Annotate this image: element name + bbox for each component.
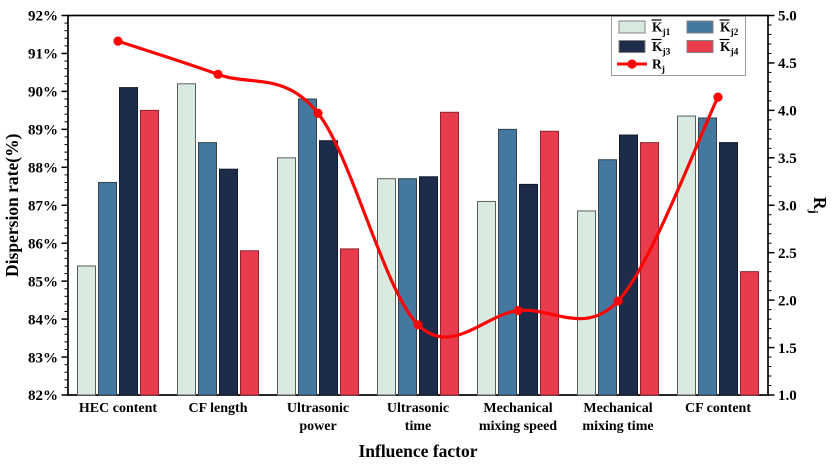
bar [298,98,317,396]
category-label: Mechanical [483,401,552,416]
bar [740,271,759,396]
right-tick-label: 2.5 [778,246,797,262]
category-label: mixing time [582,419,653,434]
legend-swatch [686,40,714,53]
left-axis: 82% 83% 84% 85% 86% 87% 88% 89% 90% 91% 92% [28,9,68,404]
right-axis-title: Rj [807,197,830,214]
bar [119,87,138,396]
category-label: HEC content [79,401,158,416]
legend-item-kj3: Kj3 [618,38,671,58]
right-tick-label: 4.0 [778,104,797,120]
legend-swatch [618,40,646,53]
category-label: time [405,419,431,434]
left-tick-label: 91% [28,47,58,63]
line-marker [113,36,123,46]
bar [77,265,96,396]
bar [177,83,196,396]
category-label: Ultrasonic [387,401,449,416]
rj-line [113,36,723,339]
right-tick-label: 1.5 [778,341,797,357]
right-tick-label: 5.0 [778,9,797,25]
left-tick-label: 83% [28,350,58,366]
bar [540,130,559,396]
bar [619,134,638,396]
bar [698,117,717,396]
legend-swatch [618,20,646,34]
bar [140,109,159,396]
line-marker [713,92,723,102]
bar [440,111,459,396]
legend-item-kj1: Kj1 [618,19,671,39]
right-tick-label: 3.5 [778,151,797,167]
left-tick-label: 82% [28,388,58,404]
line-marker [413,320,423,330]
left-tick-label: 92% [28,9,58,25]
bar [640,142,659,396]
bar [498,128,517,396]
category-label: mixing speed [479,419,557,434]
bar [419,176,438,396]
bar [577,210,596,396]
left-tick-label: 85% [28,274,58,290]
legend: Kj1 Kj2 Kj3 Kj4 Rj [611,16,746,76]
category-label: Mechanical [583,401,652,416]
bar [519,183,538,396]
right-tick-label: 4.5 [778,56,797,72]
bar [477,200,496,396]
legend-label: Kj1 [652,20,671,39]
bar [719,142,738,396]
right-tick-label: 3.0 [778,198,797,214]
legend-label: Rj [652,57,665,76]
x-axis-title: Influence factor [358,441,477,461]
category-label: Ultrasonic [287,401,349,416]
right-tick-label: 2.0 [778,293,797,309]
bars-kj4 [140,109,759,396]
left-tick-label: 89% [28,123,58,139]
x-axis-labels: HEC content CF length Ultrasonic power Ultra… [79,401,751,434]
legend-label: Kj3 [652,39,671,58]
category-label: CF content [685,401,751,416]
bar [598,159,617,396]
left-tick-label: 86% [28,236,58,252]
legend-item-kj2: Kj2 [686,19,739,39]
bar [98,181,117,396]
category-label: power [299,419,336,434]
bars-kj2 [98,98,717,396]
bar [340,248,359,396]
right-axis: 1.0 1.5 2.0 2.5 3.0 3.5 4.0 4.5 5.0 [768,9,797,404]
legend-label: Kj4 [720,39,739,58]
legend-swatch [686,20,714,34]
right-tick-label: 1.0 [778,388,797,404]
legend-item-kj4: Kj4 [686,38,739,58]
line-marker [313,108,323,118]
left-tick-label: 87% [28,198,58,214]
left-tick-label: 90% [28,85,58,101]
bar [219,168,238,396]
bar [319,140,338,396]
bars-kj3 [119,87,738,396]
legend-marker [627,59,637,69]
legend-label: Kj2 [720,20,739,39]
left-tick-label: 88% [28,161,58,177]
bar [198,142,217,396]
legend-item-rj: Rj [617,57,665,76]
bar [277,157,296,396]
left-tick-label: 84% [28,312,58,328]
bar [398,178,417,396]
line-marker [213,69,223,79]
line-marker [513,305,523,316]
bar [240,250,259,396]
left-axis-title: Dispersion rate(%) [2,133,22,277]
line-marker [613,296,623,306]
bar [677,115,696,396]
axes: 82% 83% 84% 85% 86% 87% 88% 89% 90% 91% 92% 1.0 1.5 2… [28,9,797,405]
category-label: CF length [189,401,248,416]
